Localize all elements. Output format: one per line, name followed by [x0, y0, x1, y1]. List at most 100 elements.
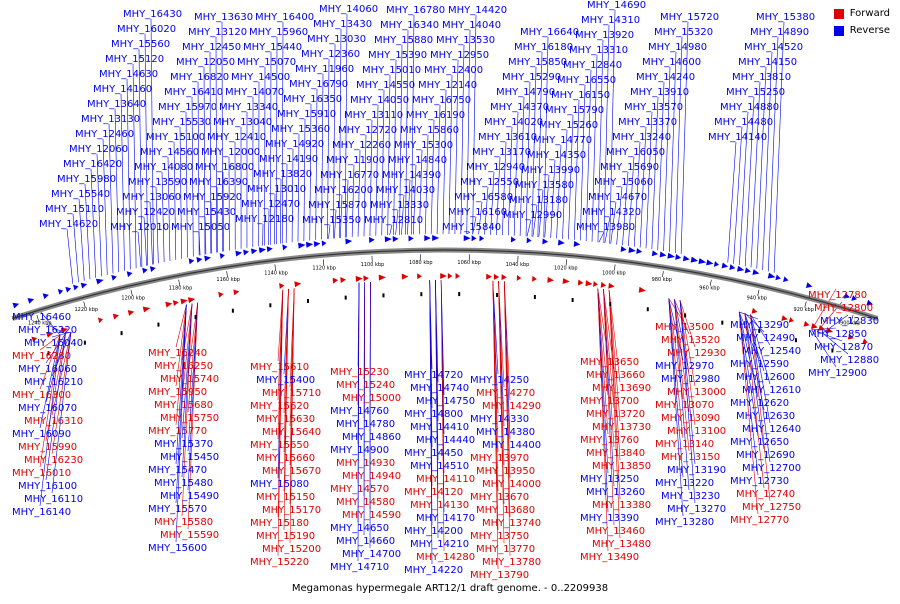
- gene-label-reverse: MHY_14900: [330, 445, 389, 456]
- gene-label-forward: MHY_14940: [342, 471, 401, 482]
- reverse-gene-arrow: [322, 240, 327, 246]
- gene-label-reverse: MHY_16430: [123, 9, 182, 20]
- fragment-marker: [684, 313, 686, 317]
- gene-label-reverse: MHY_12590: [730, 359, 789, 370]
- gene-label-forward: MHY_13650: [580, 357, 639, 368]
- leader-line: [527, 220, 531, 236]
- forward-gene-arrow: [188, 297, 195, 303]
- gene-label-forward: MHY_15660: [256, 453, 315, 464]
- gene-label-forward: MHY_15770: [148, 426, 207, 437]
- forward-gene-arrow: [98, 317, 103, 323]
- gene-label-reverse: MHY_12410: [207, 132, 266, 143]
- scale-tick-label: 1220 kbp: [74, 307, 98, 313]
- reverse-gene-arrow: [628, 247, 635, 253]
- scale-tick-label: 1020 kbp: [554, 265, 578, 271]
- gene-label-forward: MHY_13090: [661, 413, 720, 424]
- gene-label-reverse: MHY_12450: [182, 42, 241, 53]
- gene-label-reverse: MHY_15110: [45, 204, 104, 215]
- gene-label-reverse: MHY_13910: [630, 87, 689, 98]
- gene-label-reverse: MHY_16420: [63, 159, 122, 170]
- gene-label-forward: MHY_15950: [148, 387, 207, 398]
- gene-label-forward: MHY_13380: [592, 500, 651, 511]
- gene-label-forward: MHY_13950: [476, 466, 535, 477]
- reverse-gene-arrow: [511, 237, 516, 243]
- gene-label-reverse: MHY_14240: [636, 72, 695, 83]
- gene-label-reverse: MHY_14660: [336, 536, 395, 547]
- gene-label-reverse: MHY_14670: [588, 192, 647, 203]
- gene-label-reverse: MHY_13220: [655, 478, 714, 489]
- gene-label-reverse: MHY_15920: [183, 192, 242, 203]
- fragment-marker: [609, 302, 611, 306]
- gene-label-reverse: MHY_16160: [448, 207, 507, 218]
- reverse-gene-arrow: [189, 258, 195, 264]
- gene-label-reverse: MHY_15970: [158, 102, 217, 113]
- gene-label-reverse: MHY_14310: [581, 15, 640, 26]
- gene-label-reverse: MHY_14860: [342, 432, 401, 443]
- gene-label-reverse: MHY_12360: [301, 49, 360, 60]
- gene-label-reverse: MHY_16460: [12, 312, 71, 323]
- gene-label-reverse: MHY_15290: [502, 72, 561, 83]
- gene-labels: MHY_16430MHY_16020MHY_15560MHY_15120MHY_…: [12, 0, 879, 581]
- gene-label-reverse: MHY_15300: [394, 140, 453, 151]
- gene-label-forward: MHY_15150: [256, 492, 315, 503]
- gene-label-reverse: MHY_15570: [148, 504, 207, 515]
- gene-label-reverse: MHY_12400: [424, 65, 483, 76]
- forward-gene-arrow: [752, 308, 758, 314]
- gene-label-forward: MHY_13760: [580, 435, 639, 446]
- gene-label-forward: MHY_16240: [148, 348, 207, 359]
- gene-label-reverse: MHY_14380: [476, 427, 535, 438]
- gene-label-reverse: MHY_14350: [527, 150, 586, 161]
- gene-label-forward: MHY_15200: [262, 544, 321, 555]
- gene-label-reverse: MHY_15980: [57, 174, 116, 185]
- gene-label-reverse: MHY_12730: [730, 476, 789, 487]
- gene-label-reverse: MHY_15490: [160, 491, 219, 502]
- forward-gene-arrow: [532, 276, 537, 282]
- gene-label-forward: MHY_15680: [154, 400, 213, 411]
- gene-label-forward: MHY_13520: [661, 335, 720, 346]
- gene-label-forward: MHY_13750: [470, 531, 529, 542]
- gene-label-reverse: MHY_14400: [482, 440, 541, 451]
- gene-label-forward: MHY_13690: [592, 383, 651, 394]
- gene-label-reverse: MHY_12990: [503, 210, 562, 221]
- gene-label-reverse: MHY_14790: [496, 87, 555, 98]
- fragment-marker: [496, 293, 498, 297]
- gene-label-reverse: MHY_14150: [738, 57, 797, 68]
- reverse-swatch: [834, 26, 844, 36]
- gene-label-forward: MHY_13660: [586, 370, 645, 381]
- gene-label-reverse: MHY_13570: [624, 102, 683, 113]
- gene-label-reverse: MHY_13390: [580, 513, 639, 524]
- reverse-gene-arrow: [220, 253, 225, 259]
- gene-label-reverse: MHY_13980: [576, 222, 635, 233]
- reverse-gene-arrow: [652, 250, 658, 256]
- gene-label-reverse: MHY_14800: [404, 409, 463, 420]
- gene-label-reverse: MHY_13990: [521, 165, 580, 176]
- gene-label-forward: MHY_13100: [667, 426, 726, 437]
- gene-label-reverse: MHY_15320: [654, 27, 713, 38]
- forward-gene-arrow: [563, 278, 570, 284]
- gene-label-reverse: MHY_15380: [756, 12, 815, 23]
- gene-label-reverse: MHY_14040: [442, 20, 501, 31]
- gene-label-reverse: MHY_14890: [750, 27, 809, 38]
- gene-label-reverse: MHY_14510: [410, 461, 469, 472]
- gene-label-forward: MHY_15240: [336, 380, 395, 391]
- gene-label-reverse: MHY_12640: [742, 424, 801, 435]
- gene-label-reverse: MHY_15070: [237, 57, 296, 68]
- gene-label-reverse: MHY_16020: [117, 24, 176, 35]
- gene-label-reverse: MHY_16750: [412, 95, 471, 106]
- gene-label-forward: MHY_15750: [160, 413, 219, 424]
- gene-label-reverse: MHY_16400: [255, 12, 314, 23]
- gene-label-forward: MHY_13790: [470, 570, 529, 581]
- gene-label-forward: MHY_16250: [154, 361, 213, 372]
- forward-gene-arrow: [218, 292, 223, 298]
- forward-gene-arrow: [517, 275, 521, 281]
- scale-tick-label: 1120 kbp: [312, 265, 336, 271]
- gene-label-forward: MHY_13000: [667, 387, 726, 398]
- gene-label-reverse: MHY_14620: [39, 219, 98, 230]
- reverse-gene-arrow: [235, 251, 242, 257]
- gene-label-forward: MHY_15990: [18, 442, 77, 453]
- gene-label-reverse: MHY_16550: [557, 75, 616, 86]
- legend-forward-label: Forward: [850, 8, 890, 19]
- reverse-gene-arrow: [542, 238, 548, 244]
- reverse-gene-arrow: [479, 235, 484, 241]
